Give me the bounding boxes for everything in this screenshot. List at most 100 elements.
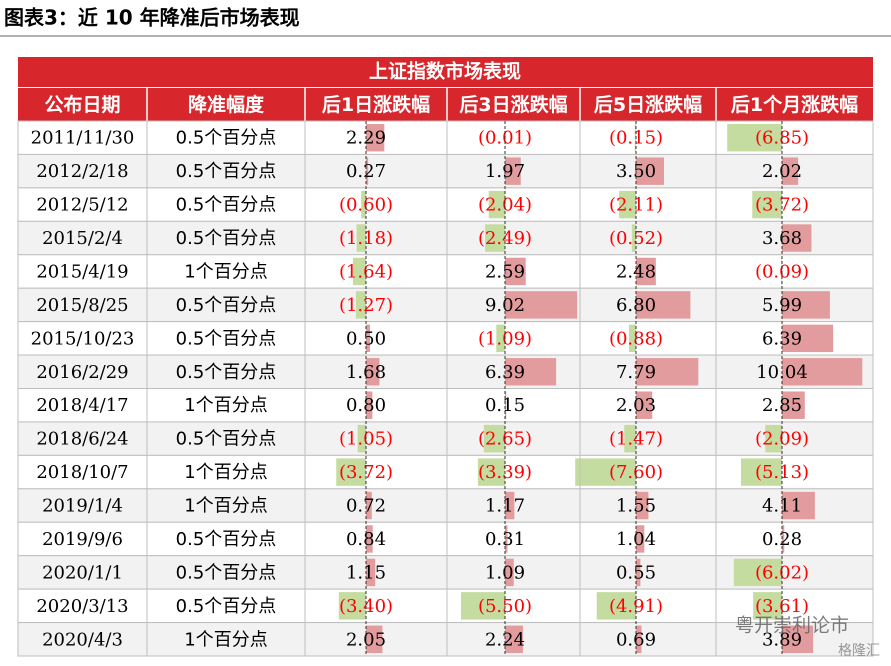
data-bar <box>636 291 691 319</box>
figure-title: 图表3：近 10 年降准后市场表现 <box>4 6 300 30</box>
column-header: 后3日涨跌幅 <box>459 93 567 116</box>
data-bar <box>366 358 380 386</box>
watermark-account: 粤开崇利论市 <box>735 615 849 637</box>
data-bar <box>366 625 383 653</box>
row-bg <box>17 254 874 289</box>
cut-cell: 1个百分点 <box>184 261 267 282</box>
data-bar <box>336 458 366 486</box>
value-cell: 0.84 <box>346 529 386 550</box>
value-cell: 5.99 <box>762 295 802 316</box>
row-bg <box>17 321 874 356</box>
data-bar <box>733 558 782 587</box>
row-bg <box>17 488 874 523</box>
data-bar <box>361 190 366 219</box>
data-bar <box>488 190 505 219</box>
cut-cell: 0.5个百分点 <box>176 562 277 583</box>
data-bar <box>366 124 385 152</box>
row-bg <box>17 622 874 657</box>
data-bar <box>356 224 366 252</box>
data-bar <box>505 558 514 587</box>
data-bar <box>727 124 782 152</box>
data-bar <box>782 157 799 185</box>
date-cell: 2020/4/3 <box>42 629 123 650</box>
data-bar <box>636 558 641 587</box>
data-bar <box>634 124 636 152</box>
watermark-brand: 格隆汇 <box>838 643 880 659</box>
data-bar <box>624 424 636 453</box>
column-header: 后1个月涨跌幅 <box>731 93 858 116</box>
cut-cell: 0.5个百分点 <box>176 328 277 349</box>
table-title-bg <box>18 57 873 87</box>
value-cell: (2.04) <box>478 195 532 216</box>
value-cell: (2.09) <box>755 429 809 450</box>
value-cell: 9.02 <box>485 295 525 316</box>
data-bar <box>505 625 523 653</box>
table-title: 上证指数市场表现 <box>369 60 521 83</box>
data-bar <box>782 525 785 553</box>
cut-cell: 0.5个百分点 <box>176 195 277 216</box>
data-bar <box>636 525 645 553</box>
cut-cell: 0.5个百分点 <box>176 362 277 383</box>
row-bg <box>17 421 874 456</box>
value-cell: 2.85 <box>762 395 802 416</box>
row-bg <box>17 388 874 423</box>
value-cell: 0.80 <box>346 395 386 416</box>
value-cell: 2.05 <box>346 629 386 650</box>
row-bg <box>17 354 874 389</box>
date-cell: 2012/2/18 <box>36 161 128 182</box>
value-cell: 0.15 <box>485 395 525 416</box>
data-bar <box>496 324 505 353</box>
date-cell: 2018/6/24 <box>36 429 128 450</box>
date-cell: 2019/9/6 <box>42 529 123 550</box>
value-cell: (1.27) <box>339 295 393 316</box>
data-bar <box>782 358 863 386</box>
date-cell: 2015/8/25 <box>36 295 128 316</box>
row-bg <box>17 588 874 624</box>
row-bg <box>17 521 874 557</box>
value-cell: 2.03 <box>616 395 656 416</box>
row-bg <box>17 454 874 490</box>
data-bar <box>366 525 373 553</box>
cut-cell: 1个百分点 <box>184 496 267 517</box>
data-bar <box>782 324 834 353</box>
date-cell: 2020/1/1 <box>42 562 123 583</box>
row-bg <box>17 287 874 323</box>
data-bar <box>636 257 656 286</box>
data-bar <box>505 491 515 520</box>
row-bg <box>17 555 874 590</box>
data-bar <box>636 391 653 419</box>
date-cell: 2015/2/4 <box>42 228 123 249</box>
date-cell: 2011/11/30 <box>31 128 135 149</box>
data-bar <box>765 424 782 453</box>
value-cell: 0.31 <box>485 529 525 550</box>
cut-cell: 0.5个百分点 <box>176 228 277 249</box>
cut-cell: 1个百分点 <box>184 395 267 416</box>
data-bar <box>357 424 366 453</box>
data-bar <box>636 625 642 653</box>
data-bar <box>352 257 366 286</box>
cut-cell: 0.5个百分点 <box>176 596 277 617</box>
date-cell: 2019/1/4 <box>42 496 123 517</box>
value-cell: (2.11) <box>609 195 663 216</box>
column-header: 后1日涨跌幅 <box>322 93 430 116</box>
data-bar <box>782 391 805 419</box>
data-bar <box>505 291 578 319</box>
data-bar <box>636 157 664 185</box>
data-bar <box>366 391 373 419</box>
data-bar <box>366 157 369 185</box>
value-cell: (0.60) <box>339 195 393 216</box>
cut-cell: 1个百分点 <box>184 462 267 483</box>
data-bar <box>505 525 508 553</box>
column-header: 公布日期 <box>44 93 120 116</box>
data-bar <box>782 491 815 520</box>
date-cell: 2020/3/13 <box>36 596 128 617</box>
row-bg <box>17 187 874 222</box>
data-bar <box>355 291 366 319</box>
data-bar <box>505 358 557 386</box>
date-cell: 2018/4/17 <box>36 395 128 416</box>
data-bar <box>753 592 782 620</box>
data-bar <box>505 257 526 286</box>
cut-cell: 0.5个百分点 <box>176 429 277 450</box>
column-header: 降准幅度 <box>188 93 265 116</box>
